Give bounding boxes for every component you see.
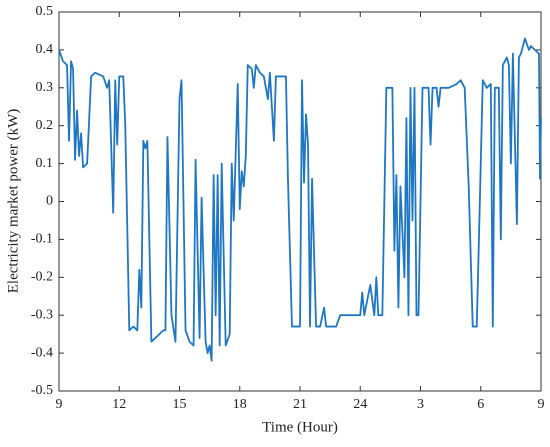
series-line	[58, 37, 542, 362]
y-tick-label: 0.5	[36, 4, 54, 19]
y-tick-label: 0	[46, 194, 53, 209]
x-tick-label: 9	[538, 397, 545, 412]
y-tick-label: -0.2	[31, 270, 53, 285]
y-tick-label: -0.1	[31, 232, 53, 247]
x-tick-label: 9	[56, 397, 63, 412]
y-tick-label: 0.2	[36, 118, 54, 133]
x-axis-label: Time (Hour)	[262, 419, 338, 435]
y-tick-label: 0.3	[36, 80, 54, 95]
y-tick-label: -0.3	[31, 307, 53, 322]
y-tick-label: -0.4	[31, 345, 53, 360]
x-tick-label: 24	[353, 397, 367, 412]
x-tick-label: 15	[173, 397, 187, 412]
y-tick-label: 0.4	[36, 42, 54, 57]
y-axis-label: Electricity market power (kW)	[5, 109, 21, 294]
x-tick-label: 3	[417, 397, 424, 412]
y-tick-label: 0.1	[36, 156, 54, 171]
x-tick-label: 21	[293, 397, 307, 412]
x-tick-label: 18	[233, 397, 247, 412]
x-tick-label: 12	[112, 397, 126, 412]
y-tick-label: -0.5	[31, 383, 53, 398]
x-tick-label: 6	[477, 397, 484, 412]
